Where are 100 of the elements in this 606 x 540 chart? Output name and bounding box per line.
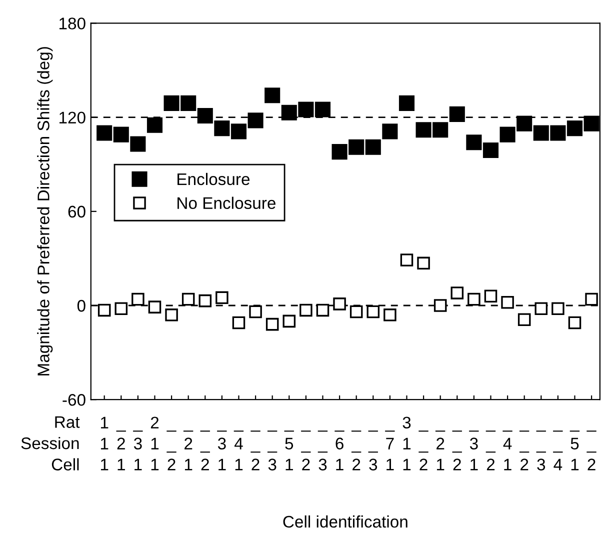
point xyxy=(568,316,582,330)
point xyxy=(534,302,548,316)
x-tick-label: 3 1 1 xyxy=(402,416,411,470)
legend-label: Enclosure xyxy=(178,172,250,186)
point xyxy=(449,106,465,122)
point xyxy=(400,254,414,266)
x-tick-label: _ 4 1 xyxy=(234,430,244,470)
x-tick-label: _ _ 2 xyxy=(586,430,596,470)
x-tick-label: _ _ 3 xyxy=(267,430,278,470)
point xyxy=(332,144,348,160)
x-tick-label: _ 4 1 xyxy=(502,430,512,470)
point xyxy=(230,124,247,140)
point xyxy=(164,95,180,111)
y-tick-label: -60 xyxy=(62,394,86,406)
x-tick-label: _ _ 3 xyxy=(318,430,328,470)
point xyxy=(98,304,111,317)
point xyxy=(382,124,398,140)
point xyxy=(180,95,196,111)
point xyxy=(348,139,364,155)
point xyxy=(264,88,280,104)
x-tick-label: 2 1 1 xyxy=(150,416,159,470)
point xyxy=(416,122,432,138)
point xyxy=(350,305,363,318)
x-tick-label: _ 6 1 xyxy=(334,430,344,470)
point xyxy=(249,305,262,318)
point xyxy=(417,256,430,270)
point xyxy=(333,298,346,310)
text: Rat xyxy=(55,416,80,428)
point xyxy=(468,292,480,306)
x-tick-label: _ _ 2 xyxy=(250,430,260,470)
point xyxy=(533,125,549,141)
x-tick-label: _ _ 3 xyxy=(536,430,546,470)
x-tick-label: _ _ 2 xyxy=(452,430,462,470)
x-tick-label: _ _ 4 xyxy=(553,430,563,470)
point xyxy=(114,302,128,316)
x-tick-label: _ 3 1 xyxy=(133,430,143,470)
x-tick-label: _ _ 2 xyxy=(486,430,496,470)
y-tick-label: 0 xyxy=(77,300,86,312)
point xyxy=(432,122,448,138)
x-tick-label: _ _ 2 xyxy=(351,430,362,470)
point xyxy=(434,299,447,312)
point xyxy=(450,286,464,300)
y-tick-label: 60 xyxy=(68,206,86,218)
x-tick-label: _ 3 1 xyxy=(217,430,227,470)
point xyxy=(232,316,246,330)
point xyxy=(281,104,297,120)
point xyxy=(96,125,112,141)
point xyxy=(398,95,415,111)
point xyxy=(516,116,532,132)
point xyxy=(466,134,482,150)
point xyxy=(132,292,144,306)
point xyxy=(566,120,583,136)
text: Cell xyxy=(52,458,79,470)
point xyxy=(584,116,600,132)
point xyxy=(148,300,162,314)
x-tick-label: _ _ 2 xyxy=(519,430,530,470)
x-axis-title: Cell identification xyxy=(283,515,408,528)
text: Session xyxy=(21,436,79,450)
point xyxy=(316,304,330,317)
point xyxy=(113,126,129,142)
point xyxy=(552,302,564,316)
x-tick-label: _ 2 1 xyxy=(116,430,126,470)
point xyxy=(300,304,312,317)
x-tick-label: _ 2 1 xyxy=(183,430,194,470)
point xyxy=(484,290,498,302)
point xyxy=(518,313,531,326)
point xyxy=(182,292,195,306)
x-tick-label: _ _ 3 xyxy=(368,430,378,470)
y-axis-title: Magnitude of Preferred Direction Shifts (deg) xyxy=(37,47,53,376)
point xyxy=(146,117,163,133)
x-tick-label: _ _ 2 xyxy=(166,430,176,470)
x-tick-label: _ 5 1 xyxy=(570,430,580,470)
point xyxy=(550,125,566,141)
point xyxy=(365,139,381,155)
point xyxy=(298,102,314,118)
point xyxy=(266,318,279,331)
x-tick-label: _ 3 1 xyxy=(469,430,479,470)
x-tick-label: _ 2 1 xyxy=(435,430,446,470)
point xyxy=(198,294,212,308)
point xyxy=(197,108,213,124)
point xyxy=(366,305,380,318)
point xyxy=(165,308,178,322)
x-tick-label: 1 1 1 xyxy=(100,416,108,470)
point xyxy=(282,314,296,328)
legend-label: No Enclosure xyxy=(178,196,276,209)
y-tick-label: 180 xyxy=(60,18,86,30)
point xyxy=(384,308,396,322)
point xyxy=(501,296,514,309)
point xyxy=(214,120,230,136)
point xyxy=(500,126,516,142)
point xyxy=(130,136,146,152)
point xyxy=(248,112,264,128)
point xyxy=(314,102,331,118)
x-tick-label: _ 5 1 xyxy=(284,430,294,470)
y-tick-label: 120 xyxy=(60,112,86,124)
x-tick-label: _ _ 2 xyxy=(301,430,311,470)
x-tick-label: _ 7 1 xyxy=(385,430,395,470)
x-tick-label: _ _ 2 xyxy=(200,430,210,470)
point xyxy=(482,142,499,158)
point xyxy=(216,291,228,304)
